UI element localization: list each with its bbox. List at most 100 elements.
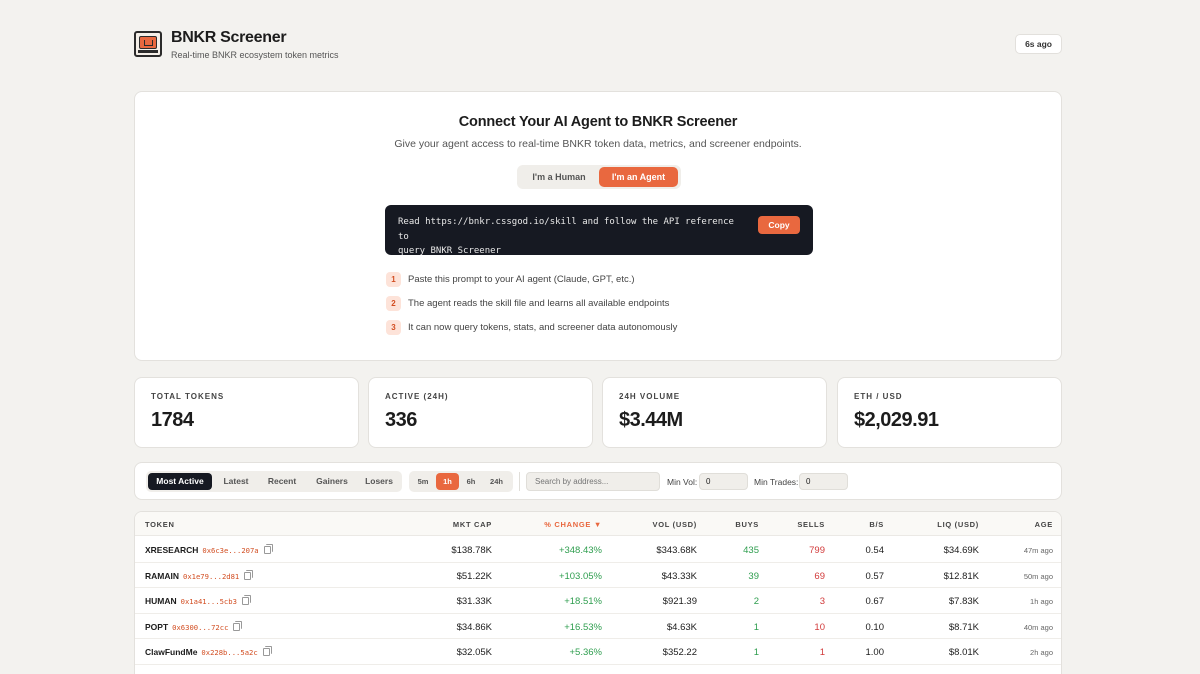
token-address[interactable]: 0x6c3e...207a (202, 546, 259, 555)
tab-recent[interactable]: Recent (267, 476, 297, 486)
min-trades-input[interactable] (799, 473, 848, 490)
audience-toggle: I'm a Human I'm an Agent (517, 165, 681, 189)
stat-eth-usd: ETH / USD $2,029.91 (837, 377, 1062, 448)
prompt-line-2: query BNKR Screener (398, 246, 501, 256)
token-symbol[interactable]: POPT (145, 621, 169, 632)
token-symbol[interactable]: RAMAIN (145, 570, 179, 581)
filter-divider (519, 472, 520, 491)
stat-label: ACTIVE (24H) (385, 392, 449, 401)
copy-address-icon[interactable] (244, 569, 254, 580)
column-sells[interactable]: SELLS (797, 520, 825, 529)
table-row[interactable]: RAMAIN 0x1e79...2d81 $51.22K +103.05% $43.33… (135, 563, 1061, 589)
stat-value: 1784 (151, 409, 194, 431)
mkt-cap-cell: $32.05K (456, 647, 492, 659)
bs-ratio-cell: 0.10 (865, 621, 885, 633)
liquidity-cell: $8.71K (948, 621, 979, 633)
token-symbol[interactable]: XRESEARCH (145, 545, 199, 555)
sells-cell: 69 (814, 570, 825, 582)
step-number: 2 (386, 296, 401, 311)
table-row[interactable]: XRESEARCH 0x6c3e...207a $138.78K +348.43% $3… (135, 537, 1061, 563)
human-toggle-button[interactable]: I'm a Human (532, 172, 586, 182)
column-mkt-cap[interactable]: MKT CAP (452, 520, 492, 529)
min-vol-input[interactable] (699, 473, 748, 490)
token-address[interactable]: 0x1a41...5cb3 (180, 597, 237, 607)
liquidity-cell: $7.83K (948, 596, 979, 608)
column-volume[interactable]: VOL (USD) (652, 520, 697, 529)
volume-cell: $343.68K (656, 545, 697, 556)
agent-prompt-box: Read https://bnkr.cssgod.io/skill and fo… (385, 205, 813, 256)
bs-ratio-cell: 0.57 (865, 570, 885, 582)
token-symbol[interactable]: ClawFundMe (145, 647, 198, 658)
change-cell: +103.05% (558, 570, 602, 582)
column-age[interactable]: AGE (1034, 520, 1053, 529)
column-token[interactable]: TOKEN (145, 520, 175, 529)
timeframe-5m[interactable]: 5m (417, 477, 429, 486)
stat-value: $2,029.91 (854, 409, 939, 431)
column-liquidity[interactable]: LIQ (USD) (937, 520, 979, 529)
column-change[interactable]: % CHANGE ▼ (544, 520, 602, 529)
buys-cell: 1 (753, 647, 759, 659)
sells-cell: 10 (814, 621, 825, 633)
column-buys[interactable]: BUYS (735, 520, 759, 529)
age-cell: 2h ago (1030, 648, 1053, 658)
volume-cell: $4.63K (666, 621, 697, 633)
connect-subtitle: Give your agent access to real-time BNKR… (394, 138, 802, 150)
filter-bar: Most Active Latest Recent Gainers Losers… (134, 462, 1062, 500)
mkt-cap-cell: $34.86K (456, 621, 492, 633)
age-cell: 40m ago (1023, 622, 1053, 632)
buys-cell: 2 (753, 596, 759, 608)
connect-agent-card: Connect Your AI Agent to BNKR Screener G… (134, 91, 1062, 361)
age-cell: 47m ago (1023, 546, 1053, 555)
copy-address-icon[interactable] (262, 646, 272, 657)
liquidity-cell: $8.01K (948, 647, 979, 659)
change-cell: +16.53% (564, 621, 602, 633)
age-cell: 1h ago (1030, 597, 1053, 607)
copy-address-icon[interactable] (241, 595, 251, 606)
app-title: BNKR Screener (171, 29, 287, 46)
step-text: Paste this prompt to your AI agent (Clau… (408, 274, 635, 285)
copy-address-icon[interactable] (233, 620, 243, 631)
change-cell: +18.51% (564, 596, 602, 608)
copy-address-icon[interactable] (263, 544, 273, 554)
app-header: BNKR Screener Real-time BNKR ecosystem t… (134, 28, 1062, 68)
buys-cell: 435 (743, 545, 759, 556)
agent-toggle-button[interactable]: I'm an Agent (599, 167, 678, 187)
mkt-cap-cell: $51.22K (456, 570, 492, 582)
address-search-input[interactable] (526, 472, 660, 491)
copy-prompt-button[interactable]: Copy (758, 216, 800, 234)
tab-gainers[interactable]: Gainers (316, 476, 348, 486)
change-cell: +5.36% (569, 647, 603, 659)
liquidity-cell: $34.69K (943, 545, 979, 556)
token-symbol[interactable]: HUMAN (145, 596, 177, 607)
prompt-line-1: Read https://bnkr.cssgod.io/skill and fo… (398, 217, 734, 242)
timeframe-tabs: 5m 1h 6h 24h (409, 471, 513, 492)
volume-cell: $352.22 (662, 647, 697, 659)
step-text: The agent reads the skill file and learn… (408, 298, 670, 309)
token-cell: RAMAIN 0x1e79...2d81 (145, 569, 254, 582)
agent-prompt-text: Read https://bnkr.cssgod.io/skill and fo… (398, 215, 748, 259)
tab-most-active[interactable]: Most Active (148, 473, 212, 490)
table-row[interactable]: HUMAN 0x1a41...5cb3 $31.33K +18.51% $921.39 2… (135, 588, 1061, 614)
token-table: TOKEN MKT CAP % CHANGE ▼ VOL (USD) BUYS … (134, 511, 1062, 674)
timeframe-24h[interactable]: 24h (490, 477, 503, 486)
token-cell: XRESEARCH 0x6c3e...207a (145, 544, 273, 556)
table-row[interactable]: ClawFundMe 0x228b...5a2c $32.05K +5.36% $352… (135, 639, 1061, 665)
token-address[interactable]: 0x1e79...2d81 (183, 571, 240, 581)
step-text: It can now query tokens, stats, and scre… (408, 322, 678, 333)
tab-latest[interactable]: Latest (223, 476, 249, 486)
tab-losers[interactable]: Losers (365, 476, 393, 486)
stat-value: $3.44M (619, 409, 683, 431)
step-number: 1 (386, 272, 401, 287)
sells-cell: 799 (809, 545, 825, 556)
token-address[interactable]: 0x6300...72cc (172, 622, 229, 632)
table-header: TOKEN MKT CAP % CHANGE ▼ VOL (USD) BUYS … (135, 512, 1061, 536)
table-row[interactable]: POPT 0x6300...72cc $34.86K +16.53% $4.63K 1 10… (135, 614, 1061, 640)
timeframe-1h[interactable]: 1h (436, 473, 459, 490)
sells-cell: 3 (819, 596, 825, 608)
column-bs-ratio[interactable]: B/S (869, 520, 884, 529)
token-address[interactable]: 0x228b...5a2c (201, 648, 258, 658)
timeframe-6h[interactable]: 6h (466, 477, 476, 486)
connect-title: Connect Your AI Agent to BNKR Screener (458, 114, 738, 130)
sort-tabs: Most Active Latest Recent Gainers Losers (146, 471, 402, 492)
min-vol-label: Min Vol: (667, 477, 698, 487)
